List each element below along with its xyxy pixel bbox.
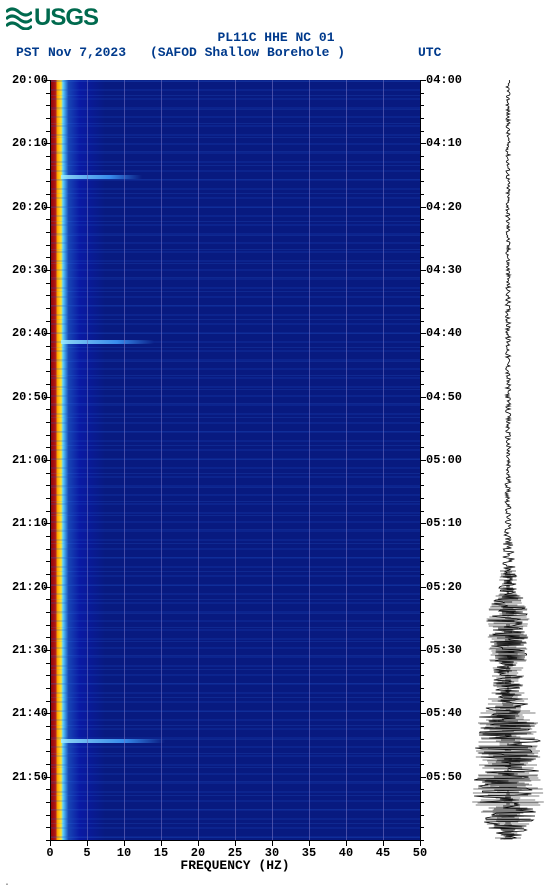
ytick-right: 05:30 xyxy=(426,643,470,657)
ytick-left: 20:40 xyxy=(4,326,48,340)
gridline xyxy=(87,80,88,840)
usgs-wave-icon xyxy=(6,6,32,30)
usgs-logo: USGS xyxy=(6,4,98,32)
footer-mark: . xyxy=(4,878,10,889)
spectrogram-plot xyxy=(50,80,420,840)
ytick-left: 20:20 xyxy=(4,200,48,214)
ytick-right: 05:10 xyxy=(426,516,470,530)
ytick-left: 21:30 xyxy=(4,643,48,657)
ytick-right: 04:30 xyxy=(426,263,470,277)
gridline xyxy=(272,80,273,840)
gridline xyxy=(235,80,236,840)
ytick-right: 05:40 xyxy=(426,706,470,720)
seismogram-waveform xyxy=(468,80,548,840)
ytick-left: 20:30 xyxy=(4,263,48,277)
ytick-left: 20:50 xyxy=(4,390,48,404)
pst-label: PST xyxy=(16,45,39,60)
ytick-left: 21:10 xyxy=(4,516,48,530)
chart-title-line1: PL11C HHE NC 01 xyxy=(0,30,552,46)
ytick-left: 21:40 xyxy=(4,706,48,720)
gridline xyxy=(309,80,310,840)
gridline xyxy=(124,80,125,840)
gridline xyxy=(383,80,384,840)
gridline xyxy=(346,80,347,840)
ytick-right: 04:40 xyxy=(426,326,470,340)
usgs-logo-text: USGS xyxy=(34,4,98,32)
ytick-left: 20:00 xyxy=(4,73,48,87)
spectrogram-pulse xyxy=(61,739,165,743)
gridline xyxy=(161,80,162,840)
spectrogram-pulse xyxy=(61,175,142,179)
ytick-left: 21:00 xyxy=(4,453,48,467)
spectrogram-heatmap xyxy=(50,80,420,840)
spectrogram-pulse xyxy=(61,340,154,344)
station-label: (SAFOD Shallow Borehole ) xyxy=(150,45,345,60)
ytick-right: 05:20 xyxy=(426,580,470,594)
ytick-right: 04:50 xyxy=(426,390,470,404)
ytick-left: 21:50 xyxy=(4,770,48,784)
ytick-right: 05:00 xyxy=(426,453,470,467)
seismogram-panel xyxy=(468,80,548,840)
ytick-right: 04:00 xyxy=(426,73,470,87)
ytick-right: 04:10 xyxy=(426,136,470,150)
utc-label: UTC xyxy=(418,45,441,60)
date-label: Nov 7,2023 xyxy=(48,45,126,60)
ytick-right: 04:20 xyxy=(426,200,470,214)
ytick-left: 20:10 xyxy=(4,136,48,150)
ytick-left: 21:20 xyxy=(4,580,48,594)
gridline xyxy=(198,80,199,840)
ytick-right: 05:50 xyxy=(426,770,470,784)
x-axis-label: FREQUENCY (HZ) xyxy=(50,858,420,873)
